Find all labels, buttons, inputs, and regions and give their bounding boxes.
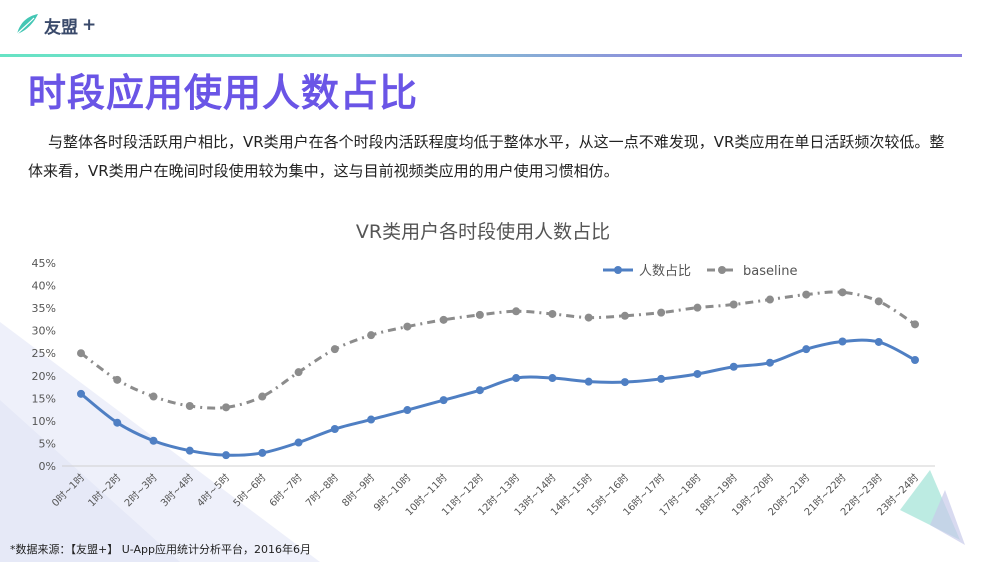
series-2-point (403, 322, 412, 331)
line-chart: VR类用户各时段使用人数占比 人数占比 baseline 0% 5% 10% 15% 2… (32, 221, 935, 518)
x-tick-label: 7时~8时 (303, 472, 341, 510)
y-tick-label: 35% (32, 302, 56, 315)
series-2-point (620, 311, 629, 320)
series-line-2 (80, 290, 916, 410)
series-2-point (729, 300, 738, 309)
series-2-point (512, 307, 521, 316)
y-tick-label: 5% (39, 437, 56, 450)
series-2-point (657, 308, 666, 317)
y-tick-label: 45% (32, 257, 56, 270)
series-line-1 (80, 338, 916, 457)
series-2-point (765, 295, 774, 304)
series-1-point (222, 451, 231, 460)
series-1-point (149, 436, 158, 445)
series-2-point (367, 331, 376, 340)
y-tick-label: 15% (32, 392, 56, 405)
chart-legend: 人数占比 baseline (603, 264, 797, 279)
series-1-point (620, 378, 629, 387)
series-1-point (548, 374, 557, 383)
series-1-point (330, 425, 339, 434)
series-1-point (838, 337, 847, 346)
series-2-point (693, 303, 702, 312)
series-1-point (765, 358, 774, 367)
y-tick-label: 30% (32, 325, 56, 338)
x-tick-label: 5时~6时 (231, 472, 269, 510)
y-tick-label: 10% (32, 415, 56, 428)
series-2-point (874, 297, 883, 306)
series-2-point (439, 315, 448, 324)
data-source-footer: *数据来源：【友盟+】 U-App应用统计分析平台，2016年6月 (10, 543, 311, 556)
y-tick-label: 25% (32, 347, 56, 360)
series-2-point (838, 288, 847, 297)
chart-title: VR类用户各时段使用人数占比 (356, 221, 610, 243)
series-1-point (258, 448, 267, 457)
series-1-point (77, 389, 85, 398)
y-tick-label: 20% (32, 370, 56, 383)
series-2-point (258, 392, 267, 401)
y-tick-label: 0% (39, 460, 56, 473)
series-2-point (911, 320, 919, 329)
series-1-point (874, 337, 883, 346)
series-1-point (584, 377, 593, 386)
series-2-point (77, 349, 85, 358)
series-2-point (584, 313, 593, 322)
series-2-point (185, 402, 194, 411)
leaf-icon (16, 14, 38, 35)
x-tick-label: 1时~2时 (86, 472, 124, 510)
x-tick-label: 8时~9时 (340, 472, 378, 510)
series-2-point (294, 368, 303, 377)
series-1-point (693, 369, 702, 378)
series-2-point (113, 375, 122, 384)
series-2-point (548, 309, 557, 318)
series-1-point (512, 374, 521, 383)
series-1-point (802, 345, 811, 354)
series-1-point (911, 355, 919, 364)
x-tick-label: 6时~7时 (267, 472, 305, 510)
x-tick-label: 2时~3时 (122, 472, 160, 510)
brand-name: 友盟 (44, 17, 78, 38)
body-paragraph: 与整体各时段活跃用户相比，VR类用户在各个时段内活跃程度均低于整体水平，从这一点… (28, 133, 945, 180)
series-2-point (149, 392, 158, 401)
header-divider (0, 54, 962, 57)
x-tick-label: 3时~4时 (158, 472, 196, 510)
series-2-point (475, 310, 484, 319)
series-1-point (113, 418, 122, 427)
x-tick-label: 4时~5时 (195, 472, 233, 510)
brand-logo: 友盟 + (14, 12, 96, 38)
legend-label-series-2: baseline (743, 264, 797, 279)
series-1-point (475, 386, 484, 395)
page-title: 时段应用使用人数占比 (28, 71, 419, 115)
y-tick-label: 40% (32, 280, 56, 293)
series-1-point (367, 415, 376, 424)
series-1-point (657, 374, 666, 383)
x-tick-label: 0时~1时 (50, 472, 88, 510)
legend-label-series-1: 人数占比 (639, 264, 691, 279)
series-2-point (802, 290, 811, 299)
series-1-point (439, 396, 448, 405)
series-1-point (185, 446, 194, 455)
brand-plus: + (82, 15, 97, 35)
series-1-point (294, 438, 303, 447)
series-1-point (729, 362, 738, 371)
series-2-point (222, 403, 231, 412)
series-2-point (330, 345, 339, 354)
series-1-point (403, 406, 412, 415)
